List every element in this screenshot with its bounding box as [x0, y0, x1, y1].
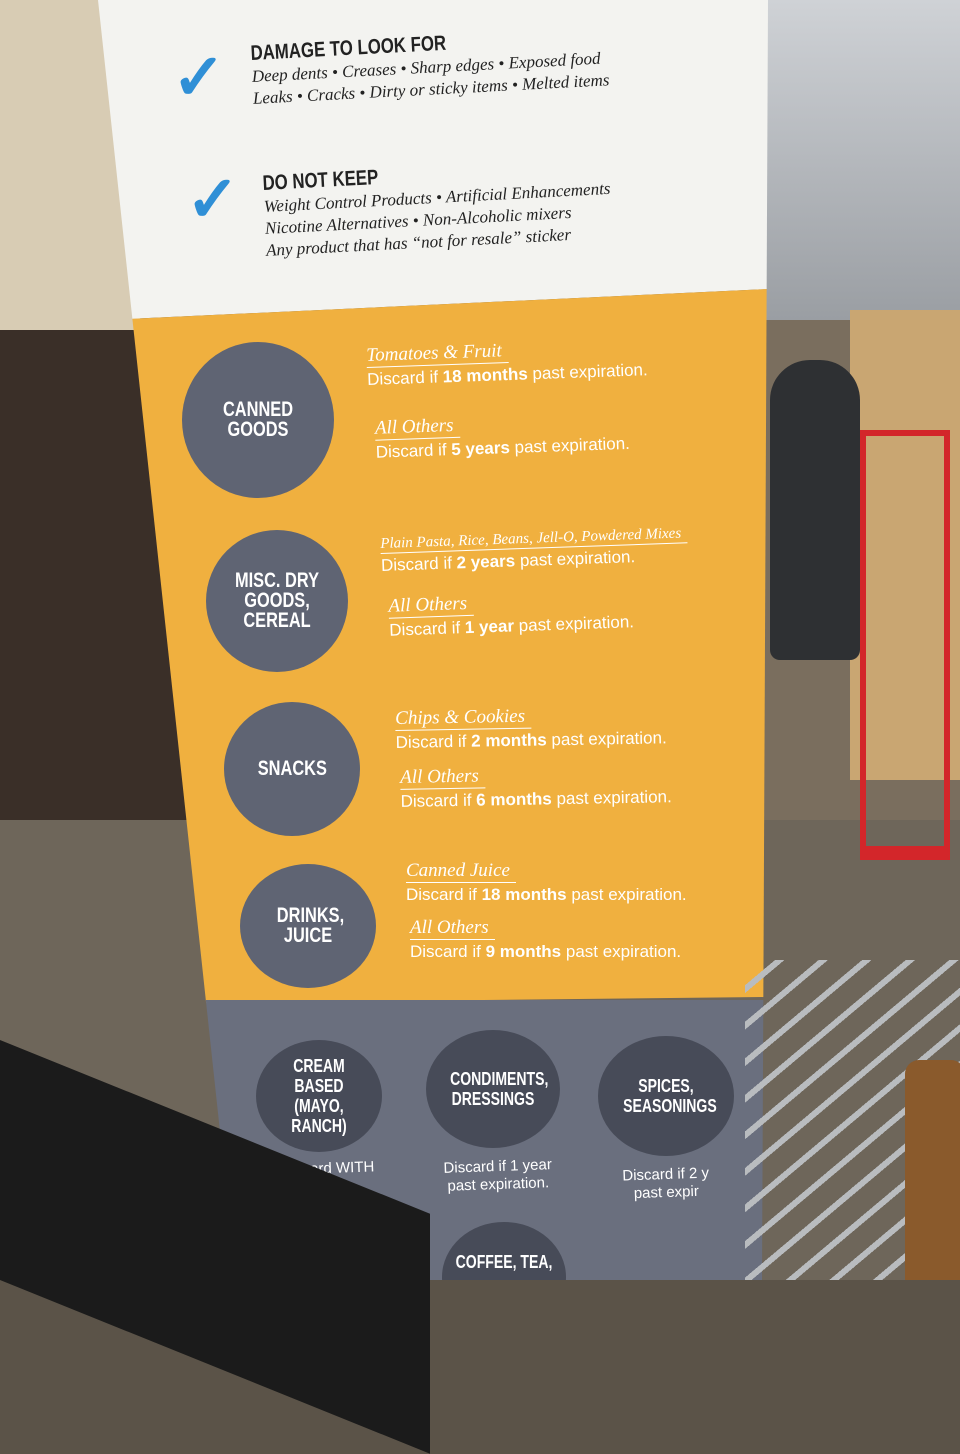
gray-category-circle: CREAM BASED (MAYO, RANCH)	[256, 1040, 382, 1152]
rule-subtitle: Canned Juice	[406, 860, 516, 883]
category-circle: SNACKS	[224, 702, 360, 836]
rule-subtitle: All Others	[374, 414, 460, 441]
checkmark-icon: ✓	[172, 41, 226, 113]
category-rules: Canned Juice Discard if 18 months past e…	[406, 860, 687, 962]
wood-cabinet	[850, 310, 960, 780]
rule-subtitle: All Others	[400, 765, 486, 790]
category-rules: Chips & Cookies Discard if 2 months past…	[395, 703, 672, 812]
gray-category-circle: CONDIMENTS, DRESSINGS	[426, 1030, 560, 1148]
do-not-keep-block: DO NOT KEEP Weight Control Products • Ar…	[262, 154, 613, 262]
gray-category-circle: COFFEE, TEA,	[442, 1222, 566, 1280]
jar	[905, 1060, 960, 1280]
rule-subtitle: All Others	[388, 592, 474, 619]
category-circle: CANNED GOODS	[182, 342, 334, 498]
category-circle: MISC. DRY GOODS, CEREAL	[206, 530, 348, 672]
rule-subtitle: Tomatoes & Fruit	[366, 340, 509, 368]
gray-category-rule: Discard if 2 y past expir	[622, 1164, 710, 1203]
rule-subtitle: All Others	[410, 917, 495, 940]
rule-text: Discard if 18 months past expiration.	[406, 885, 687, 904]
gray-category-rule: Discard if 1 year past expiration.	[443, 1156, 553, 1195]
hand-truck	[860, 430, 950, 860]
banner-white-section	[98, 0, 768, 325]
category-rules: Tomatoes & Fruit Discard if 18 months pa…	[366, 335, 651, 463]
rule-text: Discard if 9 months past expiration.	[410, 942, 682, 961]
rule-subtitle: Chips & Cookies	[395, 705, 532, 731]
category-rules: Plain Pasta, Rice, Beans, Jell-O, Powder…	[380, 524, 691, 641]
person	[770, 360, 860, 660]
background-ceiling	[760, 0, 960, 320]
gray-category-circle: SPICES, SEASONINGS	[598, 1036, 734, 1156]
checkmark-icon: ✓	[186, 163, 240, 235]
category-circle: DRINKS, JUICE	[240, 864, 376, 988]
